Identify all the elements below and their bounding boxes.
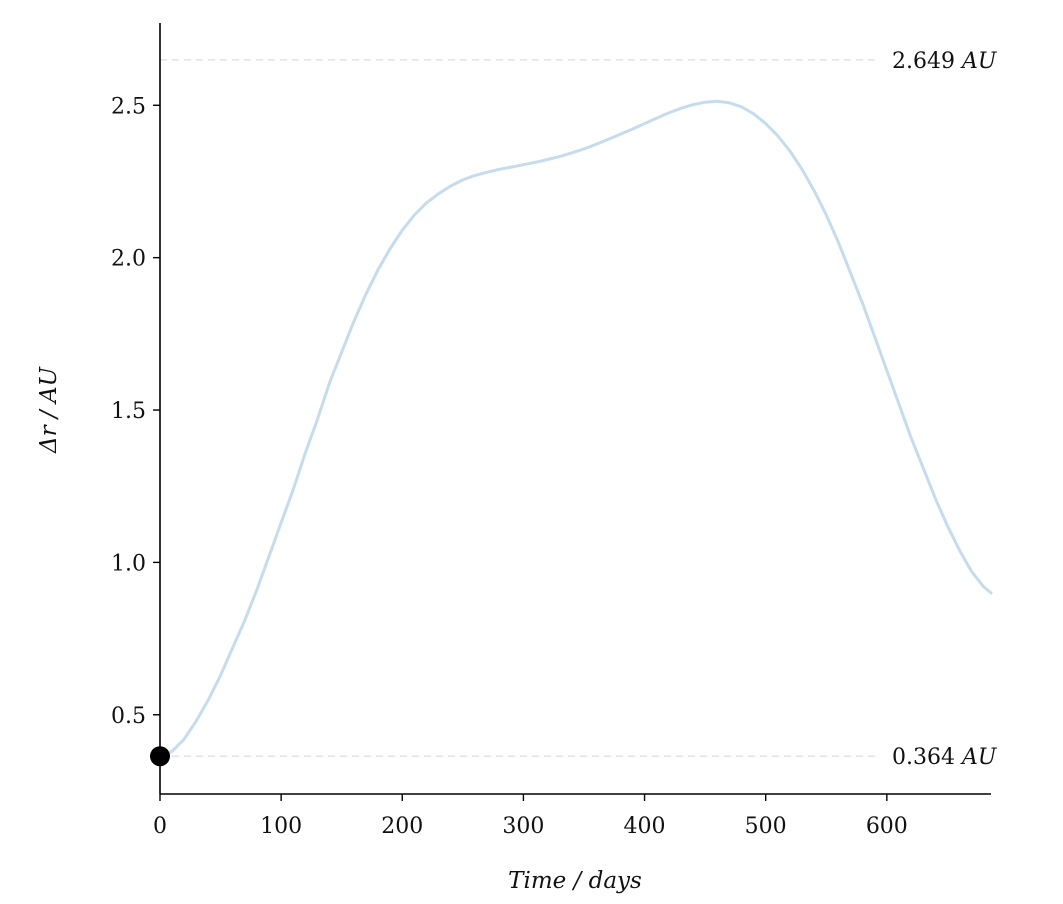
x-tick-label: 100 (260, 814, 302, 839)
x-tick-label: 200 (381, 814, 423, 839)
x-tick-label: 500 (745, 814, 787, 839)
reference-labels: 2.649 AU 0.364 AU (892, 49, 998, 770)
marker-layer (150, 746, 170, 767)
x-tick-label: 400 (624, 814, 666, 839)
reference-lines (160, 59, 880, 758)
series-layer (158, 99, 993, 758)
x-ticks: 0 100 200 300 400 500 600 (153, 794, 908, 839)
reference-label: 2.649 AU (892, 49, 998, 74)
y-tick-label: 1.5 (111, 399, 146, 424)
x-tick-label: 0 (153, 814, 167, 839)
start-marker (150, 746, 170, 767)
series-line (158, 99, 993, 758)
y-tick-label: 2.5 (111, 94, 146, 119)
y-axis-label: Δr / AU (36, 365, 62, 454)
reference-label: 0.364 AU (892, 745, 998, 770)
y-tick-label: 0.5 (111, 704, 146, 729)
x-tick-label: 600 (866, 814, 908, 839)
y-tick-label: 2.0 (111, 247, 146, 272)
x-tick-label: 300 (502, 814, 544, 839)
x-axis-label: Time / days (508, 868, 642, 894)
y-tick-label: 1.0 (111, 551, 146, 576)
y-ticks: 0.5 1.0 1.5 2.0 2.5 (111, 94, 160, 729)
axes (159, 23, 991, 795)
